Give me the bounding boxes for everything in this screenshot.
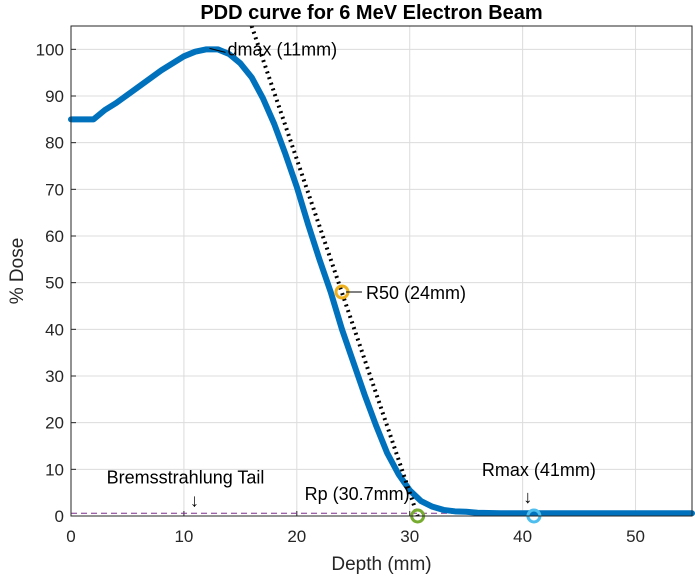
x-tick-label: 0: [66, 527, 75, 546]
annotation-bremsstrahlung: Bremsstrahlung Tail: [107, 467, 265, 487]
y-tick-label: 10: [45, 460, 64, 479]
annotation-bremsstrahlung-arrow: ↓: [190, 490, 199, 510]
label-rmax: Rmax (41mm): [482, 460, 596, 480]
x-tick-label: 20: [287, 527, 306, 546]
chart-title: PDD curve for 6 MeV Electron Beam: [200, 2, 542, 24]
x-tick-label: 40: [513, 527, 532, 546]
x-tick-label: 10: [174, 527, 193, 546]
y-tick-label: 90: [45, 87, 64, 106]
axes-box: [70, 25, 693, 517]
label-rmax-arrow: ↓: [523, 487, 532, 507]
y-tick-label: 40: [45, 320, 64, 339]
x-axis-label: Depth (mm): [331, 554, 431, 575]
annotations: dmax (11mm) Bremsstrahlung Tail ↓ R50 (2…: [107, 39, 596, 510]
y-tick-label: 20: [45, 414, 64, 433]
label-rp: Rp (30.7mm): [305, 484, 410, 504]
x-tick-label: 50: [626, 527, 645, 546]
label-r50: R50 (24mm): [366, 283, 466, 303]
axis-ticks: 0 10 20 30 40 50 0 10 20 30 40 50 60 70 80 90 100: [36, 40, 645, 546]
y-axis-label: % Dose: [7, 238, 28, 305]
y-tick-label: 0: [55, 507, 64, 526]
y-tick-label: 50: [45, 274, 64, 293]
y-tick-label: 30: [45, 367, 64, 386]
pdd-series-line: [68, 46, 695, 517]
y-tick-label: 70: [45, 180, 64, 199]
dmax-pointer: [209, 47, 226, 53]
grid: [70, 26, 692, 517]
annotation-dmax: dmax (11mm): [227, 39, 337, 59]
series-lines: [68, 25, 695, 517]
y-tick-label: 100: [36, 40, 64, 59]
y-tick-label: 80: [45, 134, 64, 153]
y-tick-label: 60: [45, 227, 64, 246]
x-tick-label: 30: [400, 527, 419, 546]
tangent-line: [249, 25, 420, 517]
